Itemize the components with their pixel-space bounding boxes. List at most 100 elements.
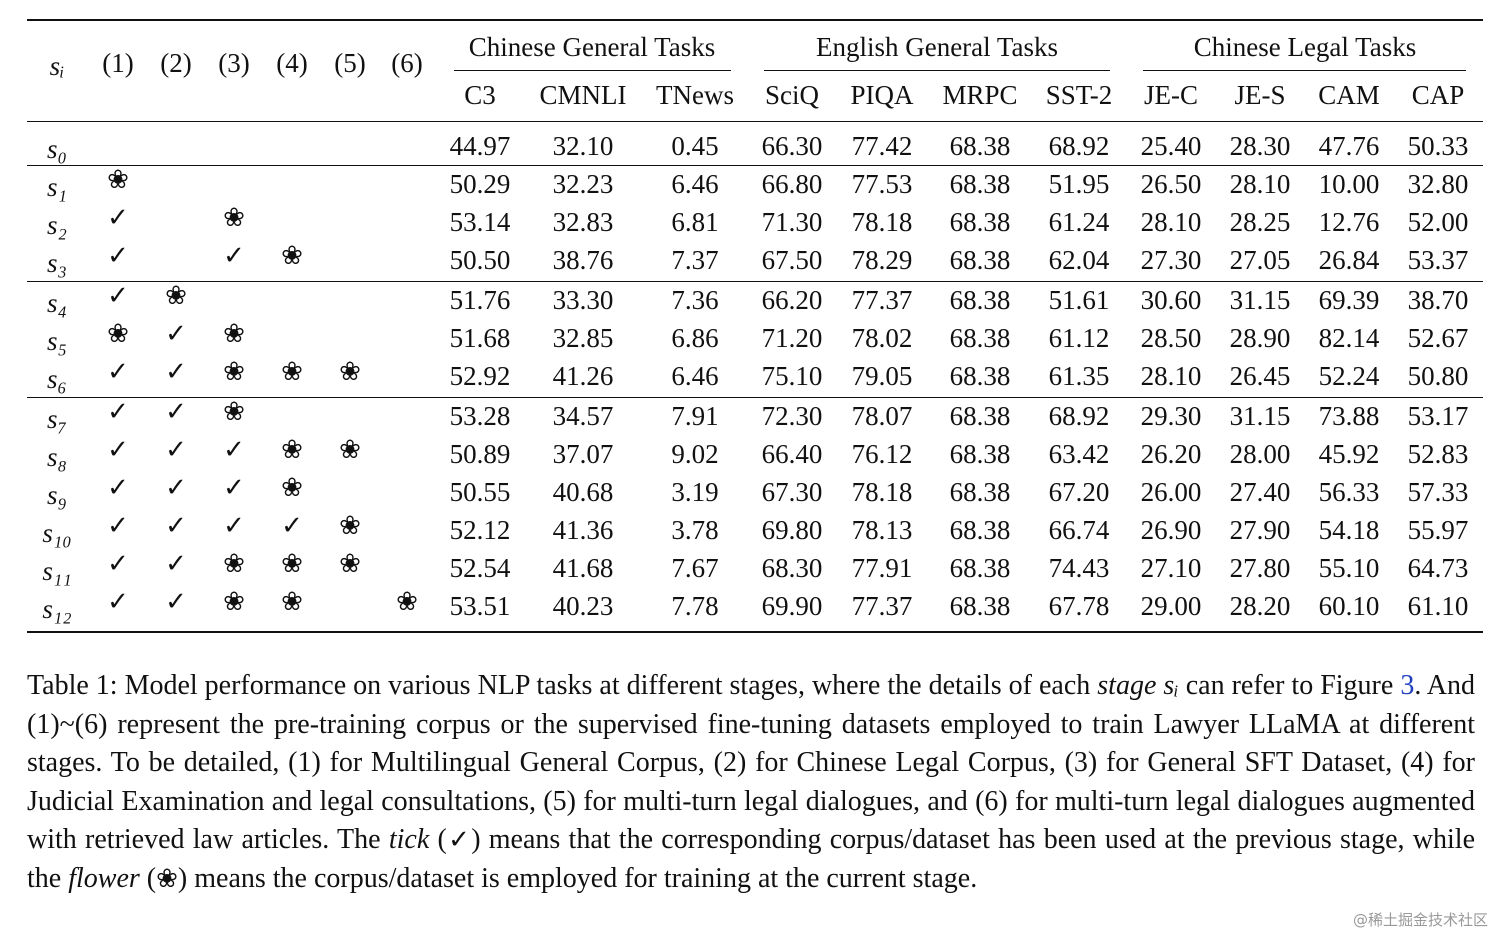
score: 72.30 bbox=[761, 401, 823, 431]
score: 26.84 bbox=[1318, 245, 1380, 275]
score: 78.02 bbox=[851, 323, 913, 353]
source-header: (3) bbox=[218, 48, 250, 78]
score: 29.30 bbox=[1140, 401, 1202, 431]
mark: ✓ bbox=[107, 473, 129, 503]
score: 61.10 bbox=[1407, 591, 1469, 621]
score: 50.29 bbox=[449, 169, 511, 199]
mark: ❀ bbox=[223, 397, 245, 427]
caption-italic: stage sᵢ bbox=[1097, 670, 1179, 701]
stage-label: s₄ bbox=[47, 288, 67, 318]
score: 77.37 bbox=[851, 591, 913, 621]
mark: ✓ bbox=[107, 397, 129, 427]
score: 61.35 bbox=[1048, 361, 1110, 391]
source-header: (4) bbox=[276, 48, 308, 78]
score: 73.88 bbox=[1318, 401, 1380, 431]
column-header: C3 bbox=[464, 80, 496, 110]
score: 31.15 bbox=[1229, 285, 1291, 315]
mark: ✓ bbox=[107, 203, 129, 233]
score: 68.38 bbox=[949, 285, 1011, 315]
mark: ❀ bbox=[281, 549, 303, 579]
score: 6.81 bbox=[671, 207, 719, 237]
section-rule bbox=[27, 281, 1483, 282]
score: 61.12 bbox=[1048, 323, 1110, 353]
score: 41.26 bbox=[552, 361, 614, 391]
score: 68.38 bbox=[949, 131, 1011, 161]
stage-label: s₁₁ bbox=[42, 556, 72, 586]
score: 69.39 bbox=[1318, 285, 1380, 315]
score: 51.95 bbox=[1048, 169, 1110, 199]
score: 68.38 bbox=[949, 515, 1011, 545]
group-underline bbox=[1143, 70, 1466, 71]
mark: ❀ bbox=[281, 587, 303, 617]
score: 64.73 bbox=[1407, 553, 1469, 583]
score: 53.17 bbox=[1407, 401, 1469, 431]
score: 77.91 bbox=[851, 553, 913, 583]
score: 52.24 bbox=[1318, 361, 1380, 391]
mark: ✓ bbox=[107, 511, 129, 541]
score: 63.42 bbox=[1048, 439, 1110, 469]
score: 62.04 bbox=[1048, 245, 1110, 275]
score: 26.00 bbox=[1140, 477, 1202, 507]
mark: ✓ bbox=[107, 357, 129, 387]
caption-text: ( bbox=[429, 824, 447, 855]
score: 53.14 bbox=[449, 207, 511, 237]
score: 27.80 bbox=[1229, 553, 1291, 583]
score: 29.00 bbox=[1140, 591, 1202, 621]
group-header: Chinese General Tasks bbox=[468, 32, 716, 62]
score: 27.90 bbox=[1229, 515, 1291, 545]
score: 77.42 bbox=[851, 131, 913, 161]
score: 51.61 bbox=[1048, 285, 1110, 315]
column-header: TNews bbox=[656, 80, 734, 110]
mark: ✓ bbox=[107, 241, 129, 271]
score: 82.14 bbox=[1318, 323, 1380, 353]
score: 79.05 bbox=[851, 361, 913, 391]
mark: ✓ bbox=[223, 241, 245, 271]
mark: ✓ bbox=[165, 587, 187, 617]
score: 51.68 bbox=[449, 323, 511, 353]
group-header: English General Tasks bbox=[815, 32, 1059, 62]
tick-symbol: ✓ bbox=[446, 825, 472, 855]
score: 60.10 bbox=[1318, 591, 1380, 621]
score: 47.76 bbox=[1318, 131, 1380, 161]
score: 67.20 bbox=[1048, 477, 1110, 507]
caption-text: ) means the corpus/dataset is employed f… bbox=[177, 862, 978, 894]
source-header: (5) bbox=[334, 48, 366, 78]
caption-text: ( bbox=[139, 862, 157, 894]
score: 44.97 bbox=[449, 131, 511, 161]
score: 57.33 bbox=[1407, 477, 1469, 507]
column-header: MRPC bbox=[942, 80, 1018, 110]
group-header: Chinese Legal Tasks bbox=[1193, 32, 1417, 62]
mark: ❀ bbox=[107, 319, 129, 349]
score: 38.76 bbox=[552, 245, 614, 275]
score: 7.91 bbox=[671, 401, 719, 431]
column-header: CAP bbox=[1411, 80, 1465, 110]
stage-label: s₃ bbox=[47, 248, 67, 278]
score: 52.12 bbox=[449, 515, 511, 545]
caption-italic: tick bbox=[388, 824, 430, 855]
score: 68.38 bbox=[949, 439, 1011, 469]
score: 3.78 bbox=[671, 515, 719, 545]
score: 54.18 bbox=[1318, 515, 1380, 545]
stage-header: sᵢ bbox=[49, 51, 65, 81]
score: 7.67 bbox=[671, 553, 719, 583]
figure-ref[interactable]: 3 bbox=[1400, 670, 1415, 701]
score: 69.80 bbox=[761, 515, 823, 545]
score: 56.33 bbox=[1318, 477, 1380, 507]
mark: ❀ bbox=[107, 165, 129, 195]
mark: ❀ bbox=[339, 511, 361, 541]
score: 27.10 bbox=[1140, 553, 1202, 583]
score: 68.38 bbox=[949, 591, 1011, 621]
header-rule bbox=[27, 121, 1483, 122]
score: 30.60 bbox=[1140, 285, 1202, 315]
caption-text: ) means that the corresponding corpus/da… bbox=[27, 824, 1476, 894]
stage-label: s₇ bbox=[47, 404, 67, 434]
score: 68.38 bbox=[949, 245, 1011, 275]
score: 6.86 bbox=[671, 323, 719, 353]
score: 10.00 bbox=[1318, 169, 1380, 199]
score: 3.19 bbox=[671, 477, 719, 507]
column-header: CAM bbox=[1318, 80, 1380, 110]
score: 66.80 bbox=[761, 169, 823, 199]
score: 52.54 bbox=[449, 553, 511, 583]
flower-symbol: ❀ bbox=[156, 863, 178, 894]
score: 66.30 bbox=[761, 131, 823, 161]
